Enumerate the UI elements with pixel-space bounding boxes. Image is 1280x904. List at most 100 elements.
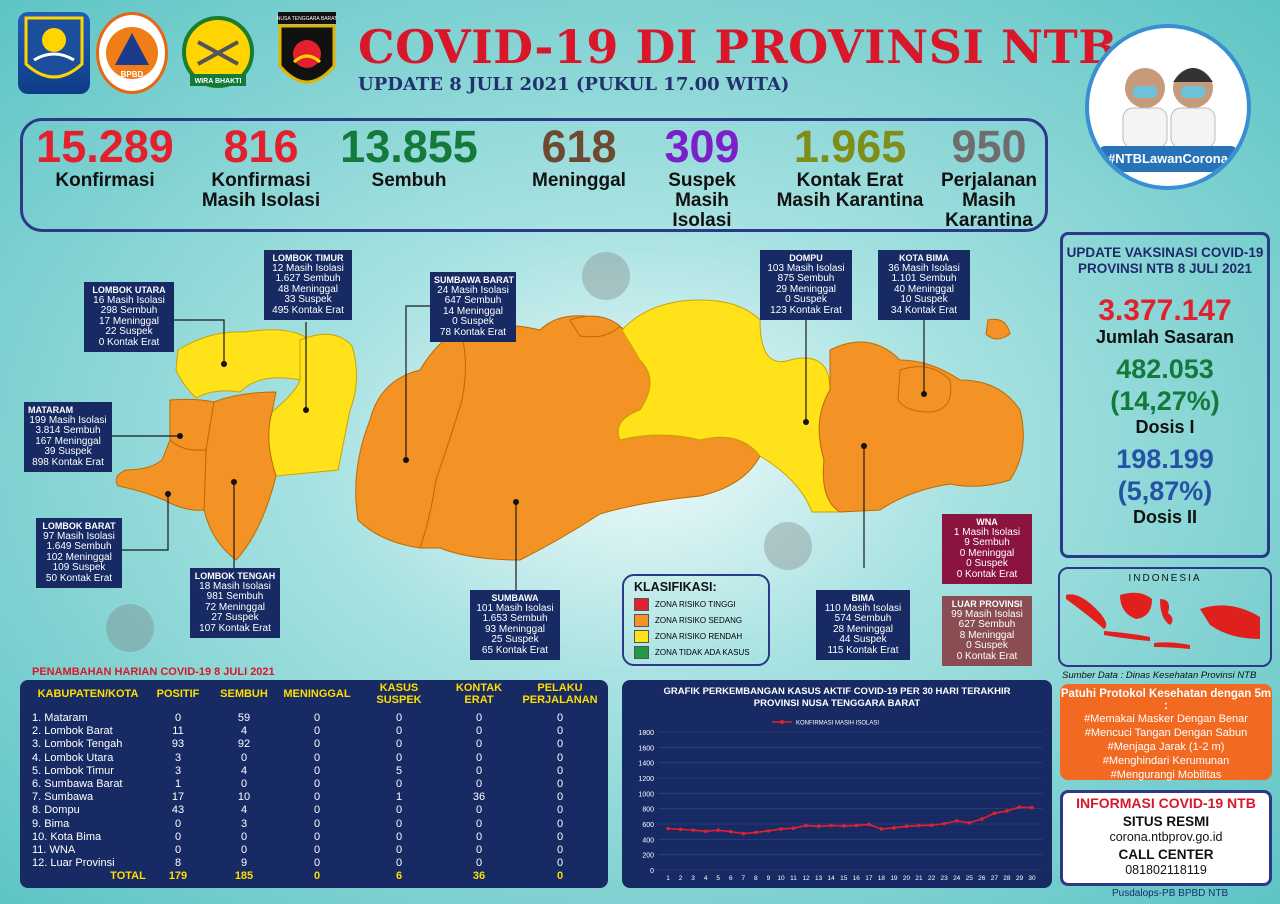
table-cell: 4 — [240, 764, 248, 777]
call-center-number[interactable]: 081802118119 — [1125, 863, 1207, 877]
footer-credit: Pusdalops-PB BPBD NTB — [1112, 888, 1229, 899]
x-tick-label: 26 — [978, 875, 986, 882]
lombok-utara-region — [175, 329, 311, 399]
region-line: 0 Kontak Erat — [956, 568, 1018, 580]
table-cell: 0 — [556, 712, 564, 724]
moyo-island — [569, 315, 621, 338]
region-line: 1 Masih Isolasi — [953, 526, 1021, 538]
data-point — [942, 821, 946, 826]
data-point — [678, 827, 683, 832]
table-cell: 0 — [475, 751, 483, 764]
table-cell: 0 — [395, 738, 403, 751]
stat-value: 309 — [664, 121, 740, 172]
bpbd-triangle-icon: BPBD — [106, 27, 158, 79]
table-cell: 3 — [174, 751, 182, 764]
table-cell: 0 — [395, 712, 403, 724]
region-line: 29 Meninggal — [775, 283, 837, 295]
data-point — [1017, 805, 1022, 809]
x-tick-label: 22 — [928, 875, 936, 882]
stat-value: 816 — [223, 121, 299, 172]
x-tick-label: 2 — [679, 875, 683, 882]
table-cell: 0 — [475, 738, 483, 751]
region-box-lombok-barat: LOMBOK BARAT 97 Masih Isolasi 1.649 Semb… — [36, 518, 122, 588]
region-line: 574 Sembuh — [834, 613, 892, 625]
table-cell: 0 — [240, 751, 248, 764]
table-cell: 0 — [313, 764, 321, 777]
data-point — [841, 824, 846, 828]
region-line: 97 Masih Isolasi — [43, 530, 115, 542]
officials-portrait-icon — [1122, 68, 1216, 149]
region-box-luar-provinsi: LUAR PROVINSI 99 Masih Isolasi 627 Sembu… — [942, 596, 1032, 666]
legend-label: ZONA TIDAK ADA KASUS — [655, 647, 750, 657]
table-total-cell: TOTAL — [110, 870, 146, 883]
dose2-percent: (5,87%) — [1117, 476, 1213, 506]
x-tick-label: 17 — [865, 875, 873, 882]
legend-label: KONFIRMASI MASIH ISOLASI — [796, 721, 879, 727]
region-line: 0 Kontak Erat — [98, 336, 160, 348]
table-row-name: 7. Sumbawa — [32, 791, 94, 804]
y-tick-label: 1200 — [638, 776, 654, 783]
bpbd-logo-text: BPBD — [121, 70, 144, 79]
region-line: 36 Masih Isolasi — [888, 262, 960, 274]
y-tick-label: 1400 — [638, 761, 654, 768]
region-box-dompu: DOMPU 103 Masih Isolasi 875 Sembuh 29 Me… — [760, 250, 852, 320]
y-tick-label: 400 — [642, 837, 654, 844]
dose1-label: Dosis I — [1135, 417, 1195, 437]
stat-suspek: 309 Suspek Masih Isolasi — [645, 123, 759, 231]
region-line: 627 Sembuh — [958, 619, 1016, 631]
table-cell: 0 — [556, 857, 564, 870]
data-point — [967, 821, 972, 825]
x-tick-label: 6 — [729, 875, 733, 882]
site-link[interactable]: corona.ntbprov.go.id — [1109, 830, 1223, 844]
table-cell: 0 — [313, 830, 321, 843]
y-tick-label: 1600 — [638, 745, 654, 752]
region-line: 22 Suspek — [105, 326, 153, 338]
region-line: 16 Masih Isolasi — [93, 294, 165, 306]
region-line: 25 Suspek — [491, 634, 539, 646]
table-cell: 0 — [313, 804, 321, 817]
data-point — [779, 827, 783, 831]
y-tick-label: 800 — [642, 807, 654, 814]
data-point — [867, 822, 871, 827]
protokol-panel: Patuhi Protokol Kesehatan dengan 5m : #M… — [1060, 684, 1272, 781]
region-line: 875 Sembuh — [777, 273, 835, 285]
table-cell: 0 — [313, 712, 321, 724]
minimap-label: INDONESIA — [1128, 573, 1202, 584]
x-tick-label: 9 — [767, 875, 771, 882]
lombok-barat-region — [115, 439, 207, 511]
legend-label: ZONA RISIKO SEDANG — [655, 615, 743, 625]
region-box-sumbawa-barat: SUMBAWA BARAT 24 Masih Isolasi 647 Sembu… — [430, 272, 516, 342]
region-line: 28 Meninggal — [832, 623, 894, 635]
table-row-name: 9. Bima — [32, 817, 70, 830]
table-total-cell: 0 — [313, 870, 321, 883]
legend-item: ZONA TIDAK ADA KASUS — [634, 645, 768, 659]
table-cell: 0 — [395, 804, 403, 817]
table-total-cell: 179 — [168, 870, 188, 883]
region-line: 8 Meninggal — [959, 629, 1015, 641]
table-cell: 0 — [240, 830, 248, 843]
region-name: LOMBOK BARAT — [42, 521, 116, 531]
table-row-name: 4. Lombok Utara — [32, 751, 114, 764]
page-subtitle: UPDATE 8 JULI 2021 (PUKUL 17.00 WITA) — [358, 74, 790, 95]
protokol-item: #Menjaga Jarak (1-2 m) — [1107, 741, 1225, 753]
data-point — [691, 828, 695, 832]
y-tick-label: 200 — [642, 853, 654, 860]
region-line: 65 Kontak Erat — [481, 644, 549, 656]
region-name: KOTA BIMA — [899, 253, 949, 263]
data-point — [992, 811, 997, 816]
table-cell: 0 — [313, 725, 321, 738]
lombok-tengah-region — [203, 391, 277, 561]
region-line: 0 Suspek — [966, 558, 1008, 570]
data-source: Sumber Data : Dinas Kesehatan Provinsi N… — [1062, 670, 1257, 681]
protokol-item: #Mengurangi Mobilitas — [1110, 769, 1222, 781]
table-row-name: 2. Lombok Barat — [32, 725, 113, 738]
stat-value: 618 — [541, 121, 617, 172]
stat-label: Sembuh — [371, 170, 447, 191]
x-tick-label: 20 — [903, 875, 911, 882]
x-tick-label: 8 — [754, 875, 758, 882]
data-point — [754, 830, 758, 835]
table-cell: 0 — [556, 791, 564, 804]
table-cell: 36 — [472, 791, 486, 804]
table-cell: 9 — [240, 857, 248, 870]
region-line: 99 Masih Isolasi — [951, 608, 1023, 620]
